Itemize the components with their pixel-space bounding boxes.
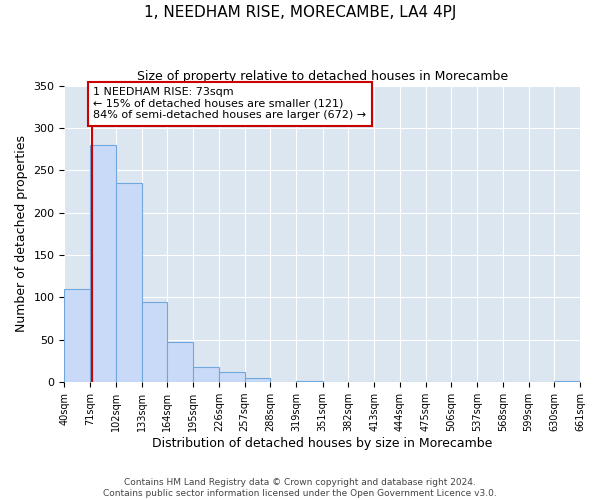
Bar bbox=[90, 145, 116, 382]
Text: 1, NEEDHAM RISE, MORECAMBE, LA4 4PJ: 1, NEEDHAM RISE, MORECAMBE, LA4 4PJ bbox=[144, 5, 456, 20]
Bar bbox=[554, 380, 580, 382]
Bar bbox=[64, 289, 90, 382]
X-axis label: Distribution of detached houses by size in Morecambe: Distribution of detached houses by size … bbox=[152, 437, 493, 450]
Y-axis label: Number of detached properties: Number of detached properties bbox=[15, 136, 28, 332]
Bar bbox=[219, 372, 245, 382]
Text: Contains HM Land Registry data © Crown copyright and database right 2024.
Contai: Contains HM Land Registry data © Crown c… bbox=[103, 478, 497, 498]
Bar bbox=[193, 367, 219, 382]
Bar bbox=[116, 183, 142, 382]
Bar bbox=[296, 380, 323, 382]
Title: Size of property relative to detached houses in Morecambe: Size of property relative to detached ho… bbox=[137, 70, 508, 83]
Bar bbox=[167, 342, 193, 382]
Bar bbox=[245, 378, 271, 382]
Bar bbox=[142, 302, 167, 382]
Text: 1 NEEDHAM RISE: 73sqm
← 15% of detached houses are smaller (121)
84% of semi-det: 1 NEEDHAM RISE: 73sqm ← 15% of detached … bbox=[94, 88, 367, 120]
